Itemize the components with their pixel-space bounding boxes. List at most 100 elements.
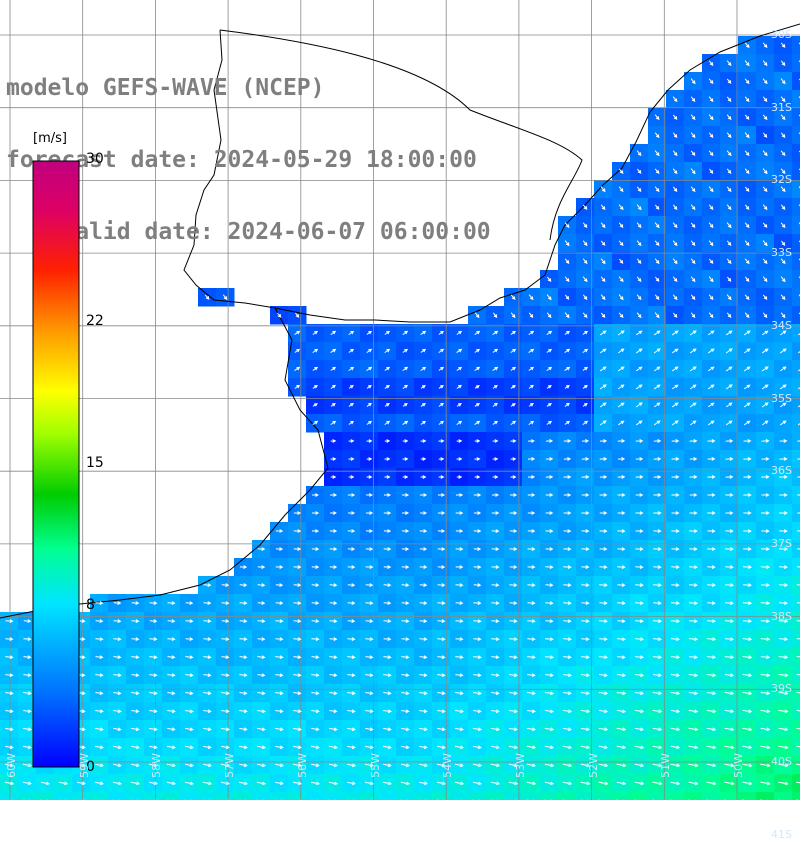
wind-cell [288,792,307,800]
wind-cell [378,792,397,800]
wind-cell [486,792,505,800]
longitude-label: 55W [369,753,382,778]
wind-cell [792,270,800,289]
latitude-label: 36S [771,464,792,477]
longitude-label: 58W [150,753,163,778]
longitude-label: 57W [223,753,236,778]
latitude-label: 38S [771,610,792,623]
wind-cell [90,792,109,800]
wind-cell [234,792,253,800]
wind-cell [216,792,235,800]
wind-cell [540,792,559,800]
colorbar-gradient [33,161,79,767]
wind-cell [702,792,721,800]
wind-cell [126,792,145,800]
wind-cell [792,90,800,109]
colorbar-tick-label: 30 [86,151,104,167]
longitude-label: 54W [441,753,454,778]
wind-cell [36,792,55,800]
colorbar-tick-label: 15 [86,455,104,471]
longitude-label: 53W [514,753,527,778]
wind-cell [594,792,613,800]
wind-cell [792,306,800,325]
longitude-label: 59W [78,753,91,778]
colorbar-tick-label: 8 [86,597,95,613]
latitude-label: 37S [771,537,792,550]
longitude-label: 56W [296,753,309,778]
wind-cell [54,792,73,800]
wind-cell [666,792,685,800]
wind-cell [468,792,487,800]
wind-cell [792,72,800,91]
wind-cell [792,234,800,253]
wind-cell [144,792,163,800]
wind-cell [792,324,800,343]
latitude-label: 32S [771,173,792,186]
wind-cell [792,702,800,721]
wind-cell [270,792,289,800]
wind-cell [756,792,775,800]
latitude-label: 34S [771,319,792,332]
longitude-label: 60W [5,753,18,778]
wind-cell [720,792,739,800]
wind-cell [18,792,37,800]
wind-cell [792,342,800,361]
wind-cell [522,792,541,800]
wind-cell [792,252,800,271]
wind-cell [792,126,800,145]
wind-cell [792,216,800,235]
latitude-label: 41S [771,828,792,841]
wind-cell [396,792,415,800]
wind-cell [792,144,800,163]
title-model: modelo GEFS-WAVE (NCEP) [6,76,491,100]
wind-cell [504,792,523,800]
longitude-label: 50W [732,753,745,778]
wind-cell [792,666,800,685]
wind-cell [792,162,800,181]
wind-cell [432,792,451,800]
wind-cell [792,792,800,800]
wind-cell [792,54,800,73]
wind-cell [198,792,217,800]
colorbar-tick-label: 22 [86,313,104,329]
longitude-label: 51W [659,753,672,778]
wind-cell [792,738,800,757]
wind-cell [162,792,181,800]
wind-cell [792,198,800,217]
wind-cell [738,792,757,800]
wind-cell [792,720,800,739]
wind-cell [0,792,19,800]
wind-cell [342,792,361,800]
wind-cell [252,792,271,800]
latitude-label: 33S [771,246,792,259]
latitude-label: 40S [771,755,792,768]
longitude-label: 52W [587,753,600,778]
latitude-label: 31S [771,101,792,114]
wind-cell [414,792,433,800]
wind-cell [450,792,469,800]
wind-cell [180,792,199,800]
wind-cell [612,792,631,800]
wind-cell [792,684,800,703]
wind-cell [792,288,800,307]
wind-cell [324,792,343,800]
wind-cell [72,792,91,800]
wind-cell [792,378,800,397]
wind-cell [360,792,379,800]
latitude-label: 39S [771,682,792,695]
wind-cell [792,774,800,793]
latitude-label: 35S [771,392,792,405]
wind-cell [630,792,649,800]
wind-cell [792,36,800,55]
wind-cell [792,756,800,775]
wind-cell [792,180,800,199]
colorbar [32,160,80,768]
wind-cell [792,108,800,127]
wind-cell [774,792,793,800]
wind-cell [684,792,703,800]
wind-cell [648,792,667,800]
wind-cell [108,792,127,800]
latitude-label: 30S [771,28,792,41]
wind-cell [792,360,800,379]
wind-cell [558,792,577,800]
